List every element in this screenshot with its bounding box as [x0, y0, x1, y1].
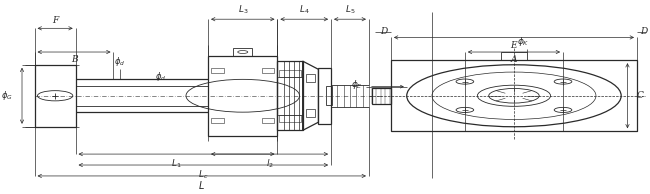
Text: $\phi_d$: $\phi_d$ [114, 55, 125, 68]
Bar [306, 74, 315, 82]
Bar [211, 68, 224, 74]
Text: $L_c$: $L_c$ [198, 168, 209, 181]
Text: $\phi_d$: $\phi_d$ [155, 70, 166, 83]
Text: $\phi_K$: $\phi_K$ [517, 35, 530, 48]
Text: $L_4$: $L_4$ [299, 3, 309, 16]
Text: D: D [640, 28, 647, 36]
Text: $\phi_G$: $\phi_G$ [1, 89, 12, 102]
Bar [233, 48, 252, 56]
Bar [211, 118, 224, 123]
Bar [262, 68, 274, 74]
Text: $L_5$: $L_5$ [344, 3, 355, 16]
Bar [391, 60, 637, 131]
Text: $L$: $L$ [198, 179, 205, 191]
Bar [262, 118, 274, 123]
Text: A: A [511, 55, 517, 64]
Bar [326, 87, 332, 105]
Text: $L_1$: $L_1$ [171, 157, 182, 170]
Bar [501, 52, 526, 60]
Text: E: E [511, 41, 517, 50]
Text: $\phi_E$: $\phi_E$ [350, 78, 363, 91]
Text: D: D [380, 28, 388, 36]
Text: $l_2$: $l_2$ [266, 157, 274, 170]
Bar [372, 87, 391, 104]
Bar [280, 115, 301, 122]
Text: C: C [637, 91, 644, 100]
Text: B: B [71, 55, 77, 64]
Bar [306, 109, 315, 117]
Text: F: F [52, 16, 58, 25]
Text: $L_3$: $L_3$ [237, 3, 248, 16]
Bar [280, 70, 301, 77]
